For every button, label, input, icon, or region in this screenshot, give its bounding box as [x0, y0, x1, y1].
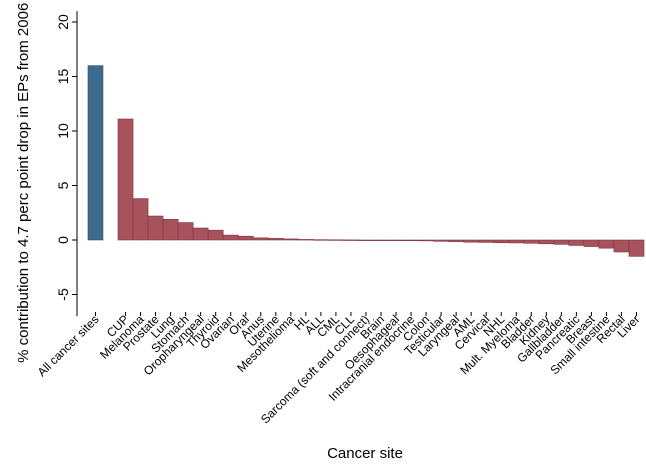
bar — [222, 234, 239, 241]
bar — [418, 239, 434, 242]
bar — [132, 198, 149, 241]
bar — [87, 65, 104, 241]
bar — [523, 239, 540, 244]
y-tick-label: 15 — [55, 69, 71, 85]
bar — [147, 215, 164, 241]
x-tick-labels-group: All cancer sites CUPMelanomaProstateLungS… — [35, 312, 643, 427]
bar — [568, 239, 585, 246]
y-ticks-group: -5 0 5 10 15 20 — [55, 14, 77, 301]
bar — [628, 239, 645, 257]
y-tick-label: 5 — [55, 181, 71, 189]
x-axis-title: Cancer site — [327, 445, 403, 462]
bar — [448, 239, 464, 242]
bar — [237, 235, 254, 241]
bar — [313, 239, 329, 241]
y-tick-label: -5 — [55, 288, 71, 301]
y-tick-label: 10 — [55, 123, 71, 139]
bar — [177, 222, 194, 241]
bar — [162, 218, 179, 241]
bar — [267, 238, 284, 241]
bar — [343, 239, 359, 241]
y-axis-title: % contribution to 4.7 perc point drop in… — [15, 0, 32, 363]
y-tick-label: 20 — [55, 14, 71, 30]
bar — [207, 229, 224, 241]
bar — [433, 239, 449, 242]
bar — [373, 239, 389, 241]
bar — [553, 239, 570, 245]
bar — [283, 238, 299, 241]
bar — [388, 239, 404, 241]
bar — [117, 118, 134, 241]
bar — [508, 239, 525, 244]
bar — [538, 239, 555, 245]
x-tick-label: All cancer sites — [35, 312, 102, 379]
y-tick-label: 0 — [55, 236, 71, 244]
bar — [328, 239, 344, 241]
bar — [252, 237, 269, 241]
bar — [358, 239, 374, 241]
bars-group — [87, 65, 645, 257]
bar — [598, 239, 615, 249]
bar — [298, 239, 314, 241]
bar — [583, 239, 600, 247]
bar — [192, 227, 209, 241]
bar — [403, 239, 419, 241]
bar — [493, 239, 510, 244]
bar — [613, 239, 630, 253]
bar — [478, 239, 495, 243]
bar — [463, 239, 479, 243]
